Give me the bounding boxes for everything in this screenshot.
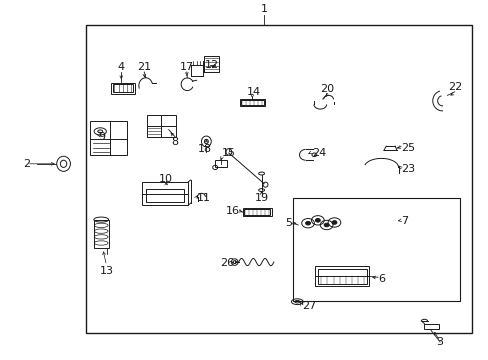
Circle shape <box>324 223 328 227</box>
Bar <box>241 100 263 105</box>
Text: 17: 17 <box>180 62 193 72</box>
Text: 21: 21 <box>137 62 151 72</box>
Text: 25: 25 <box>400 143 414 153</box>
Text: 15: 15 <box>222 148 235 158</box>
Bar <box>242 208 271 216</box>
Text: 24: 24 <box>311 148 325 158</box>
Bar <box>204 56 219 72</box>
Text: 1: 1 <box>260 4 267 14</box>
Text: 14: 14 <box>247 87 261 97</box>
Text: 16: 16 <box>225 206 239 216</box>
Text: 8: 8 <box>171 137 178 147</box>
Bar <box>215 160 227 167</box>
Text: 2: 2 <box>23 159 30 169</box>
Text: 26: 26 <box>220 258 234 268</box>
Text: 12: 12 <box>204 60 218 70</box>
Text: 10: 10 <box>159 174 173 184</box>
Text: 9: 9 <box>98 132 105 142</box>
Text: 5: 5 <box>285 218 292 228</box>
Bar <box>142 182 188 205</box>
Text: 19: 19 <box>254 193 268 203</box>
Bar <box>111 83 135 94</box>
Text: 18: 18 <box>198 144 212 154</box>
Bar <box>146 115 176 137</box>
Text: 7: 7 <box>400 216 407 226</box>
Bar <box>315 266 368 286</box>
Text: 4: 4 <box>118 62 124 72</box>
Bar <box>94 220 108 248</box>
Bar <box>145 189 184 202</box>
Bar <box>90 121 127 155</box>
Text: 23: 23 <box>400 164 414 174</box>
Text: 27: 27 <box>302 301 316 311</box>
Circle shape <box>331 221 336 224</box>
Bar <box>85 25 471 333</box>
Text: 22: 22 <box>447 82 461 92</box>
Bar <box>293 198 459 301</box>
Circle shape <box>305 221 310 225</box>
Text: 20: 20 <box>320 84 334 94</box>
Bar <box>244 209 270 215</box>
Text: 13: 13 <box>100 266 113 276</box>
Text: 11: 11 <box>196 193 210 203</box>
Bar <box>239 99 264 106</box>
Bar <box>113 84 133 92</box>
Bar <box>317 269 366 284</box>
Circle shape <box>315 219 320 222</box>
Bar <box>424 324 438 329</box>
Text: 6: 6 <box>377 274 384 284</box>
Text: 3: 3 <box>436 337 443 347</box>
